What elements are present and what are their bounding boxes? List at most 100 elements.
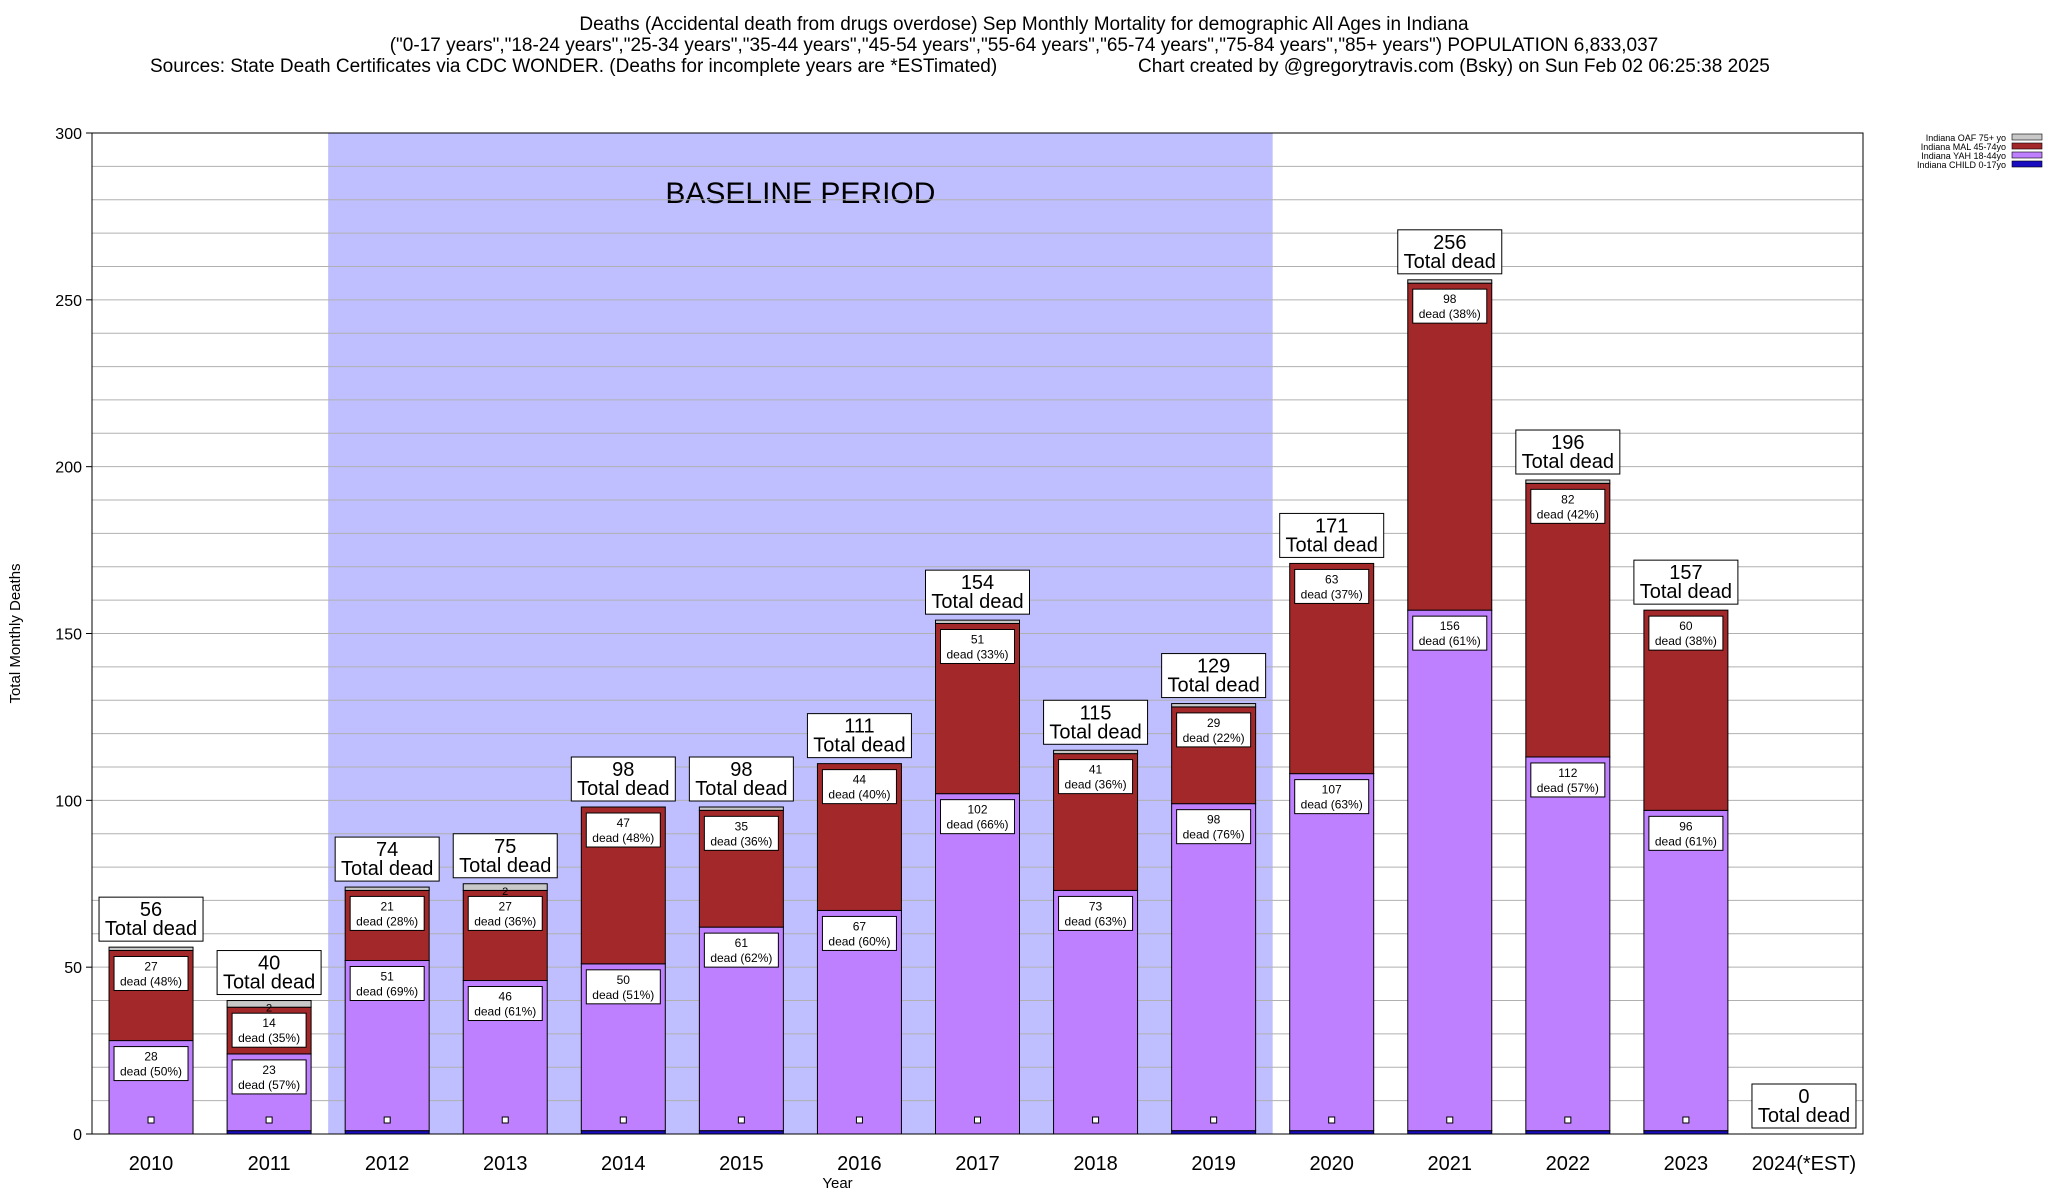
bar-segment bbox=[1643, 809, 1729, 1132]
segment-label-value: 41 bbox=[1089, 763, 1103, 777]
segment-label-pct: dead (33%) bbox=[946, 647, 1008, 661]
segment-label-pct: dead (76%) bbox=[1183, 828, 1245, 842]
segment-label-box bbox=[1530, 488, 1606, 524]
segment-label-box bbox=[231, 1059, 307, 1095]
total-label-value: 0 bbox=[1798, 1086, 1809, 1108]
total-label-value: 129 bbox=[1197, 656, 1230, 678]
legend-label: Indiana OAF 75+ yo bbox=[1926, 133, 2006, 143]
x-tick-label: 2020 bbox=[1309, 1153, 1354, 1175]
bar-marker bbox=[265, 1116, 273, 1124]
segment-label-box bbox=[113, 1046, 189, 1082]
segment-label-pct: dead (57%) bbox=[1537, 781, 1599, 795]
total-label-value: 98 bbox=[612, 759, 634, 781]
bar-segment bbox=[108, 946, 194, 951]
chart-subtitle: ("0-17 years","18-24 years","25-34 years… bbox=[389, 35, 1659, 56]
segment-label-value: 102 bbox=[967, 803, 987, 817]
total-label-box bbox=[1161, 653, 1267, 699]
segment-label-pct: dead (37%) bbox=[1301, 587, 1363, 601]
y-tick-label: 300 bbox=[55, 126, 82, 143]
segment-label-value: 46 bbox=[499, 990, 513, 1004]
segment-label-box bbox=[821, 769, 897, 805]
segment-label-value: 44 bbox=[853, 773, 867, 787]
segment-label-value: 27 bbox=[144, 959, 158, 973]
segment-label-value: 28 bbox=[144, 1050, 158, 1064]
y-tick-label: 150 bbox=[55, 627, 82, 644]
segment-label-pct: dead (66%) bbox=[946, 818, 1008, 832]
segment-label-value: 50 bbox=[617, 973, 631, 987]
total-label-text: Total dead bbox=[1286, 534, 1378, 556]
segment-label-pct: dead (63%) bbox=[1301, 798, 1363, 812]
x-tick-label: 2012 bbox=[365, 1153, 410, 1175]
segment-label-pct: dead (57%) bbox=[238, 1078, 300, 1092]
segment-label-small: 2 bbox=[266, 1003, 272, 1015]
segment-label-pct: dead (62%) bbox=[710, 951, 772, 965]
x-tick-label: 2022 bbox=[1546, 1153, 1591, 1175]
total-label-box bbox=[1751, 1083, 1857, 1129]
x-tick-label: 2018 bbox=[1073, 1153, 1118, 1175]
segment-label-box bbox=[1294, 568, 1370, 604]
segment-label-value: 73 bbox=[1089, 899, 1103, 913]
segment-label-pct: dead (36%) bbox=[474, 914, 536, 928]
segment-label-box bbox=[349, 895, 425, 931]
bar-segment bbox=[344, 1130, 430, 1135]
segment-label-pct: dead (48%) bbox=[120, 974, 182, 988]
total-label-value: 111 bbox=[844, 716, 874, 738]
total-label-text: Total dead bbox=[695, 778, 787, 800]
x-tick-label: 2011 bbox=[248, 1153, 291, 1175]
segment-label-pct: dead (40%) bbox=[828, 788, 890, 802]
segment-label-box bbox=[940, 799, 1015, 835]
segment-label-value: 98 bbox=[1443, 292, 1457, 306]
bar-segment bbox=[462, 883, 548, 891]
total-label-value: 74 bbox=[376, 839, 398, 861]
total-label-text: Total dead bbox=[223, 972, 315, 994]
segment-label-box bbox=[349, 965, 425, 1001]
total-label-box bbox=[1279, 512, 1385, 558]
legend-label: Indiana MAL 45-74yo bbox=[1921, 142, 2006, 152]
segment-label-small: 2 bbox=[502, 886, 508, 898]
segment-label-pct: dead (36%) bbox=[710, 834, 772, 848]
x-tick-label: 2019 bbox=[1191, 1153, 1236, 1175]
total-label-text: Total dead bbox=[931, 591, 1023, 613]
bar-marker bbox=[1210, 1116, 1218, 1124]
y-tick-label: 200 bbox=[55, 460, 82, 477]
bar-segment bbox=[1053, 889, 1139, 1135]
bar-segment bbox=[1525, 756, 1611, 1132]
total-label-value: 154 bbox=[961, 572, 994, 594]
segment-label-value: 27 bbox=[499, 899, 513, 913]
segment-label-value: 96 bbox=[1679, 819, 1693, 833]
segment-label-box bbox=[585, 812, 661, 848]
segment-label-pct: dead (61%) bbox=[1419, 634, 1481, 648]
segment-label-pct: dead (38%) bbox=[1655, 634, 1717, 648]
bar-marker bbox=[974, 1116, 981, 1124]
bar-segment bbox=[1525, 1130, 1611, 1135]
total-label-text: Total dead bbox=[1640, 581, 1732, 603]
legend-swatch bbox=[2011, 133, 2043, 141]
bar-marker bbox=[1446, 1116, 1454, 1124]
total-label-text: Total dead bbox=[341, 858, 433, 880]
segment-label-pct: dead (61%) bbox=[1655, 834, 1717, 848]
segment-label-value: 82 bbox=[1561, 492, 1575, 506]
segment-label-value: 21 bbox=[380, 899, 394, 913]
total-label-text: Total dead bbox=[1758, 1105, 1850, 1127]
segment-label-box bbox=[1530, 762, 1606, 798]
total-label-text: Total dead bbox=[1404, 251, 1496, 273]
bar-segment bbox=[1053, 749, 1139, 755]
segment-label-box bbox=[467, 986, 543, 1022]
legend-label: Indiana CHILD 0-17yo bbox=[1917, 160, 2006, 170]
bar-segment bbox=[1289, 1130, 1375, 1135]
total-label-value: 115 bbox=[1080, 702, 1112, 724]
total-label-value: 256 bbox=[1433, 232, 1466, 254]
segment-label-value: 29 bbox=[1207, 716, 1221, 730]
total-label-box bbox=[1633, 559, 1739, 605]
segment-label-box bbox=[1176, 809, 1252, 845]
segment-label-value: 23 bbox=[262, 1063, 276, 1077]
total-label-box bbox=[925, 569, 1030, 615]
segment-label-value: 112 bbox=[1558, 766, 1577, 780]
segment-label-box bbox=[1648, 815, 1724, 851]
segment-label-value: 61 bbox=[735, 936, 749, 950]
bar-marker bbox=[501, 1116, 509, 1124]
total-label-box bbox=[570, 756, 676, 802]
segment-label-pct: dead (60%) bbox=[828, 934, 890, 948]
total-label-value: 56 bbox=[140, 899, 162, 921]
total-label-text: Total dead bbox=[577, 778, 669, 800]
